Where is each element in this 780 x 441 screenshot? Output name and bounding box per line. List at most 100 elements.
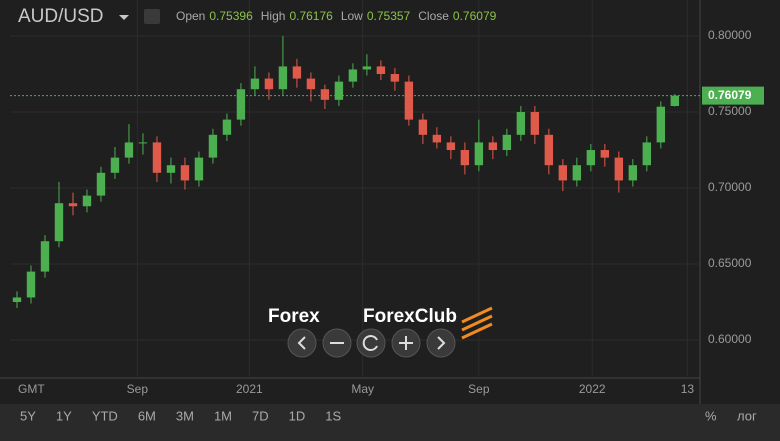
y-tick-label: 0.75000 <box>708 104 752 118</box>
ohlc-value: 0.75396 <box>209 9 253 23</box>
candle-body <box>572 165 582 181</box>
candle-body <box>152 142 162 173</box>
candle-body <box>138 142 148 144</box>
candle-body <box>404 81 414 120</box>
candle-body <box>502 134 512 151</box>
x-tick-label: May <box>351 382 374 396</box>
nav-buttons <box>287 328 456 358</box>
candle-body <box>306 78 316 90</box>
candle-body <box>166 165 176 173</box>
candle-body <box>250 78 260 90</box>
symbol[interactable]: AUD/USD <box>18 6 104 27</box>
candle-body <box>474 142 484 166</box>
ohlc-label: Low <box>341 9 363 23</box>
candle-body <box>656 106 666 143</box>
scroll-left[interactable] <box>287 328 317 358</box>
candle-body <box>110 157 120 173</box>
candle-body <box>558 165 568 181</box>
x-tick-label: 2021 <box>236 382 263 396</box>
candle-body <box>334 81 344 100</box>
eye-icon[interactable] <box>144 9 160 24</box>
scale-button[interactable]: лог <box>737 408 757 423</box>
candle-body <box>432 134 442 143</box>
candle-body <box>614 157 624 181</box>
candle-body <box>292 66 302 79</box>
candle-body <box>530 112 540 135</box>
candle-body <box>600 150 610 158</box>
ohlc-label: High <box>261 9 286 23</box>
icon <box>362 335 378 351</box>
ohlc-value: 0.75357 <box>367 9 411 23</box>
candle-body <box>320 89 330 100</box>
x-tick-label: Sep <box>468 382 490 396</box>
candle-body <box>670 95 680 106</box>
watermark-text: Forex <box>268 306 320 327</box>
period-button[interactable]: 3M <box>176 408 194 423</box>
y-tick-label: 0.60000 <box>708 332 752 346</box>
candle-body <box>124 142 134 158</box>
x-tick-label: Sep <box>127 382 149 396</box>
ohlc-label: Close <box>418 9 449 23</box>
y-tick-label: 0.70000 <box>708 180 752 194</box>
icon <box>297 336 306 350</box>
period-button[interactable]: 1S <box>325 408 341 423</box>
candle-body <box>208 134 218 158</box>
candle-body <box>628 165 638 181</box>
ohlc-value: 0.76079 <box>453 9 497 23</box>
candle-body <box>376 66 386 75</box>
icon <box>399 336 413 350</box>
period-button[interactable]: 5Y <box>20 408 36 423</box>
candle-body <box>40 241 50 272</box>
period-button[interactable]: YTD <box>92 408 118 423</box>
candle-body <box>96 172 106 196</box>
candle-body <box>460 150 470 166</box>
candle-body <box>348 69 358 82</box>
candle-body <box>82 195 92 207</box>
y-tick-label: 0.65000 <box>708 256 752 270</box>
candle-body <box>68 203 78 207</box>
ohlc-value: 0.76176 <box>289 9 333 23</box>
logo <box>461 306 493 340</box>
candle-body <box>278 66 288 90</box>
dropdown-arrow[interactable] <box>119 15 129 20</box>
candle-body <box>488 142 498 151</box>
candle-body <box>264 78 274 90</box>
x-tick-label: 13 <box>681 382 695 396</box>
candle-body <box>544 134 554 166</box>
period-button[interactable]: 1M <box>214 408 232 423</box>
candle-body <box>362 66 372 70</box>
last-price-box <box>702 86 764 105</box>
period-button[interactable]: 7D <box>252 408 269 423</box>
candle-body <box>54 203 64 242</box>
last-price-label: 0.76079 <box>708 88 752 102</box>
candle-body <box>516 112 526 135</box>
x-tick-label: 2022 <box>579 382 606 396</box>
candle-body <box>390 74 400 82</box>
candle-body <box>222 119 232 135</box>
candle-body <box>180 165 190 181</box>
period-button[interactable]: 6M <box>138 408 156 423</box>
candle-body <box>194 157 204 181</box>
reset[interactable] <box>356 328 386 358</box>
timezone: GMT <box>18 382 45 396</box>
candle-body <box>586 150 596 166</box>
ohlc-label: Open <box>176 9 205 23</box>
period-button[interactable]: 1D <box>289 408 306 423</box>
toolbar <box>0 404 780 441</box>
candle-body <box>642 142 652 166</box>
watermark-text: ForexClub <box>363 306 457 327</box>
icon <box>437 336 446 350</box>
candle-body <box>26 271 36 298</box>
candle-body <box>446 142 456 151</box>
period-button[interactable]: 1Y <box>56 408 72 423</box>
y-tick-label: 0.80000 <box>708 28 752 42</box>
scroll-right[interactable] <box>426 328 456 358</box>
candle-body <box>236 89 246 120</box>
watermark: Forex ForexClub <box>268 306 493 340</box>
candle-body <box>12 297 22 303</box>
scale-button[interactable]: % <box>705 408 717 423</box>
candle-body <box>418 119 428 135</box>
